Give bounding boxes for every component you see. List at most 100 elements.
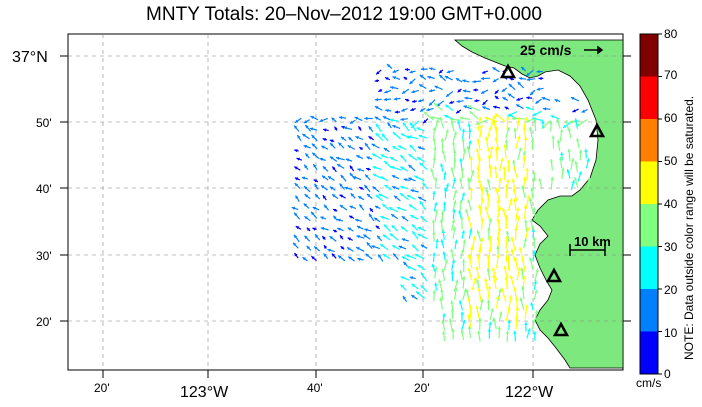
current-vector-head bbox=[340, 235, 344, 239]
current-vector-head bbox=[530, 139, 535, 143]
current-vector-head bbox=[532, 112, 537, 116]
current-vector-head bbox=[374, 98, 379, 102]
current-vector-head bbox=[480, 186, 485, 191]
current-vector-head bbox=[420, 244, 425, 248]
current-vector-head bbox=[488, 218, 492, 222]
current-vector-head bbox=[434, 85, 438, 89]
current-vector-head bbox=[412, 224, 416, 228]
current-vector-head bbox=[383, 234, 387, 238]
current-vector-head bbox=[320, 216, 324, 220]
current-vector-head bbox=[532, 171, 536, 175]
current-vector-head bbox=[462, 89, 467, 93]
current-vector-head bbox=[313, 179, 318, 183]
current-vector-head bbox=[513, 198, 517, 202]
current-vector-head bbox=[526, 119, 530, 123]
current-vector-head bbox=[525, 167, 529, 171]
current-vector-head bbox=[532, 319, 536, 323]
current-vector-head bbox=[452, 226, 457, 231]
current-vector-head bbox=[359, 204, 363, 208]
colorbar-tick: 80 bbox=[664, 27, 678, 41]
current-vector-head bbox=[323, 253, 327, 257]
current-vector-head bbox=[374, 217, 378, 221]
current-vector-head bbox=[349, 205, 353, 209]
current-vector-head bbox=[530, 91, 534, 96]
current-vector-head bbox=[380, 215, 384, 219]
current-vector-head bbox=[394, 110, 398, 114]
current-vector-head bbox=[329, 186, 334, 190]
colorbar-labels: 80 70 60 50 40 30 20 10 0 bbox=[664, 27, 678, 381]
current-vector-head bbox=[434, 282, 438, 286]
current-vector-head bbox=[494, 146, 499, 150]
current-vector-head bbox=[505, 231, 510, 235]
current-vector-head bbox=[522, 155, 527, 159]
current-vector-head bbox=[311, 143, 316, 147]
current-vector-head bbox=[357, 257, 361, 261]
scale-vector-arrow bbox=[584, 45, 604, 55]
current-vector-head bbox=[473, 88, 477, 92]
current-vector-head bbox=[538, 178, 542, 182]
current-vector-head bbox=[509, 77, 513, 81]
current-vector-head bbox=[343, 126, 347, 130]
current-vector-head bbox=[391, 214, 395, 218]
current-vector-head bbox=[401, 133, 405, 137]
current-vector-head bbox=[513, 330, 517, 334]
current-vector-head bbox=[369, 208, 374, 212]
current-vector-head bbox=[383, 148, 388, 152]
current-vector-head bbox=[296, 157, 300, 161]
current-vector-head bbox=[392, 245, 396, 249]
current-vector-head bbox=[475, 305, 479, 310]
current-vector-head bbox=[403, 261, 407, 266]
current-vector-head bbox=[522, 126, 527, 130]
current-vector-head bbox=[486, 268, 490, 272]
current-vector-head bbox=[410, 189, 414, 193]
current-vector-head bbox=[466, 145, 470, 149]
current-vector-head bbox=[382, 116, 387, 120]
current-vector-head bbox=[295, 119, 299, 123]
current-vector-head bbox=[476, 166, 480, 170]
current-vector-head bbox=[478, 318, 482, 322]
current-vector-head bbox=[460, 311, 464, 315]
current-vector-head bbox=[439, 74, 443, 79]
current-vector-head bbox=[366, 156, 370, 160]
current-vector-head bbox=[374, 116, 379, 120]
current-vector-head bbox=[323, 128, 327, 132]
current-vector-head bbox=[484, 116, 489, 120]
current-vector-head bbox=[398, 245, 403, 249]
current-vector-head bbox=[494, 90, 499, 94]
current-vector-head bbox=[356, 247, 360, 251]
current-vector-head bbox=[322, 195, 326, 199]
current-vector-head bbox=[513, 287, 517, 291]
current-vector-head bbox=[408, 164, 412, 169]
scale-bar-label: 10 km bbox=[574, 234, 611, 249]
current-vector-head bbox=[462, 239, 466, 243]
current-vector-head bbox=[571, 180, 575, 184]
current-vector-head bbox=[478, 117, 482, 121]
current-vector-head bbox=[533, 331, 537, 335]
current-vector-head bbox=[572, 109, 576, 113]
current-vector-head bbox=[526, 227, 530, 231]
current-vector-head bbox=[304, 235, 308, 240]
current-vector-head bbox=[311, 211, 315, 216]
current-vector-head bbox=[349, 215, 353, 219]
current-vector-head bbox=[389, 207, 393, 211]
current-vector-head bbox=[528, 126, 533, 131]
current-vector-head bbox=[373, 173, 377, 177]
current-vector-head bbox=[371, 245, 375, 249]
current-vector-head bbox=[534, 309, 539, 314]
current-vector-head bbox=[533, 280, 537, 284]
current-vector-head bbox=[409, 144, 413, 149]
current-vector-head bbox=[349, 165, 353, 169]
current-vector-head bbox=[563, 124, 567, 128]
current-vector-head bbox=[376, 71, 380, 75]
current-vector-head bbox=[465, 209, 469, 213]
current-vector-head bbox=[453, 131, 457, 135]
current-vector-head bbox=[380, 154, 385, 158]
current-vector-head bbox=[406, 254, 410, 258]
colorbar-tick: 0 bbox=[664, 367, 671, 381]
current-vector-head bbox=[418, 99, 422, 103]
current-vector-head bbox=[503, 144, 507, 148]
current-vector-head bbox=[337, 227, 341, 231]
current-vector-head bbox=[332, 194, 336, 198]
current-vector-head bbox=[506, 179, 510, 183]
current-vector-head bbox=[392, 186, 396, 190]
